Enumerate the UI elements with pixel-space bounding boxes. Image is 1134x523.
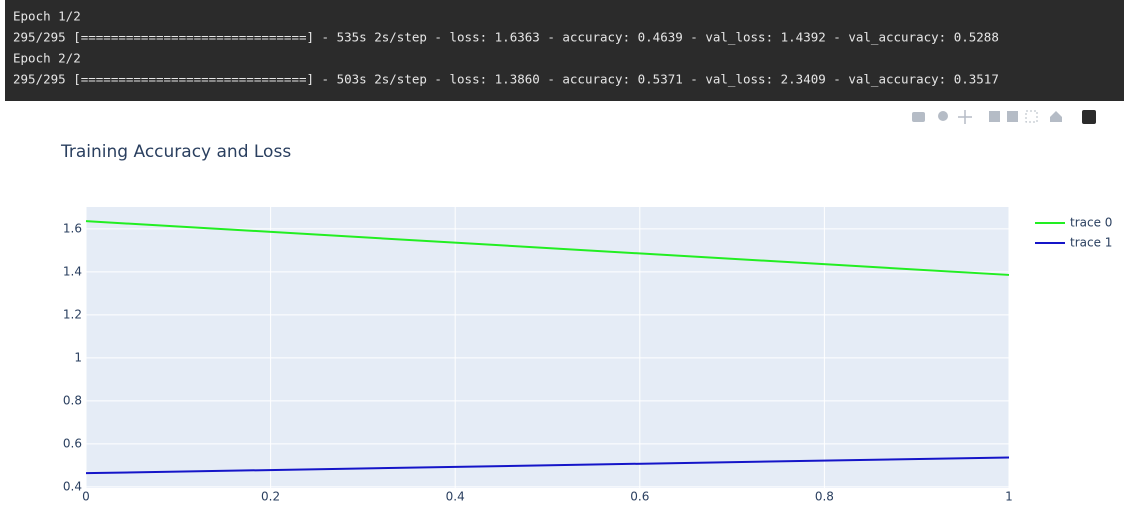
plotly-logo[interactable] (1082, 110, 1096, 124)
y-tick-label: 0.8 (63, 393, 82, 407)
x-tick-label: 1 (1005, 490, 1013, 504)
y-tick-label: 0.6 (63, 436, 82, 450)
console-line: 295/295 [==============================]… (13, 30, 999, 45)
autoscale-icon[interactable] (1025, 110, 1038, 123)
zoom-in-icon[interactable] (989, 111, 1000, 122)
zoom-icon[interactable] (938, 111, 948, 121)
plot-toolbar (912, 110, 1096, 124)
y-tick-label: 1.6 (63, 221, 82, 235)
y-tick-label: 1.2 (63, 307, 82, 321)
console-line: 295/295 [==============================]… (13, 72, 999, 87)
x-tick-label: 0 (82, 490, 90, 504)
console-line: Epoch 1/2 (13, 9, 81, 24)
legend-label: trace 0 (1070, 216, 1112, 230)
chart-title: Training Accuracy and Loss (60, 142, 291, 162)
y-tick-label: 0.4 (63, 479, 82, 493)
series-line (85, 456, 1010, 475)
plot-area (86, 207, 1009, 488)
console-lines: Epoch 1/2 295/295 [======================… (13, 9, 999, 87)
x-tick-label: 0.2 (261, 490, 280, 504)
zoom-out-icon[interactable] (1007, 111, 1018, 122)
y-tick-label: 1.4 (63, 264, 82, 278)
legend-label: trace 1 (1070, 236, 1112, 250)
x-tick-label: 0.6 (630, 490, 649, 504)
reset-icon[interactable] (1050, 111, 1062, 122)
console-output (5, 0, 1124, 101)
x-tick-label: 0.4 (446, 490, 465, 504)
console-line: Epoch 2/2 (13, 51, 81, 66)
camera-icon[interactable] (912, 112, 925, 122)
pan-icon[interactable] (958, 110, 972, 124)
x-tick-label: 0.8 (815, 490, 834, 504)
plot: 0.4 0.6 0.8 1 1.2 1.4 1.6 0 0.2 0.4 0.6 0.8 1 trace 0… (63, 207, 1112, 504)
y-tick-label: 1 (74, 350, 82, 364)
series-line (85, 220, 1010, 276)
